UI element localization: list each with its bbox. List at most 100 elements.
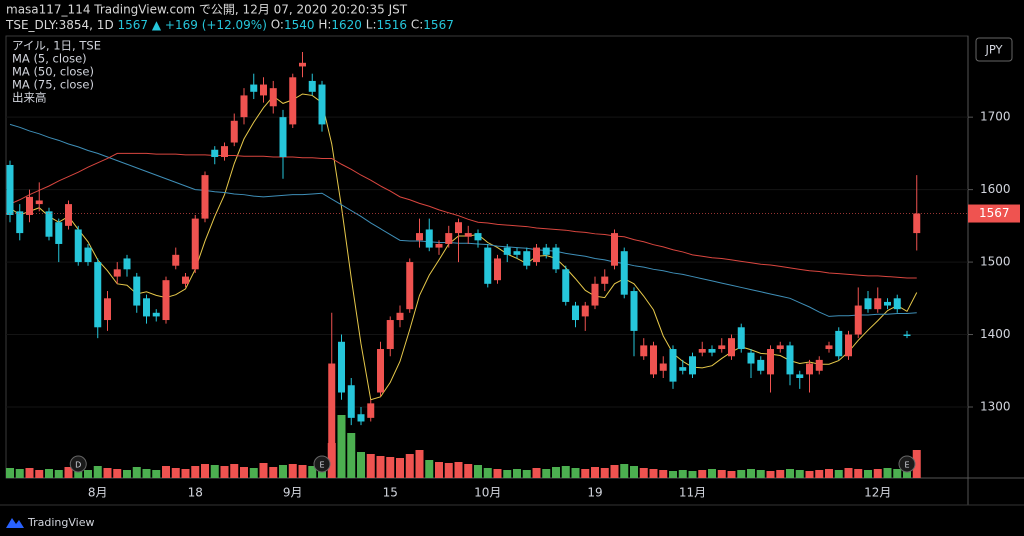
- legend-title: アイル, 1日, TSE: [12, 39, 101, 53]
- legend-entry: MA (5, close): [12, 52, 87, 66]
- volume-bar: [805, 471, 814, 478]
- legend-entry: MA (50, close): [12, 65, 94, 79]
- x-tick-label: 8月: [88, 486, 108, 500]
- y-tick-label: 1400: [980, 327, 1011, 341]
- volume-bar: [201, 464, 209, 478]
- header-line: masa117_114 TradingView.com で公開, 12月 07,…: [6, 3, 408, 17]
- volume-bar: [347, 433, 356, 478]
- volume-bar: [552, 467, 560, 478]
- candle-body: [903, 334, 911, 336]
- volume-bar: [357, 452, 365, 478]
- volume-bar: [6, 468, 14, 478]
- volume-bar: [142, 469, 151, 478]
- volume-bar: [376, 456, 385, 478]
- x-tick-label: 11月: [679, 486, 706, 500]
- candle-body: [269, 88, 277, 107]
- volume-bar: [210, 465, 219, 478]
- candle-body: [591, 283, 599, 306]
- candle-body: [659, 363, 667, 371]
- volume-bar: [288, 464, 297, 478]
- x-tick-label: 12月: [864, 486, 891, 500]
- x-tick-label: 18: [188, 486, 203, 500]
- candle-body: [601, 276, 609, 284]
- candle-body: [386, 320, 394, 350]
- volume-bar: [230, 464, 239, 478]
- volume-bar: [15, 469, 24, 478]
- volume-bar: [669, 471, 677, 478]
- candle-body: [143, 298, 150, 317]
- volume-bar: [493, 469, 502, 478]
- candle-body: [630, 291, 638, 331]
- candle-body: [562, 269, 570, 302]
- volume-bar: [269, 467, 278, 478]
- candle-body: [913, 213, 921, 234]
- candle-body: [640, 345, 648, 357]
- volume-bar: [191, 466, 200, 478]
- candle-body: [893, 298, 901, 310]
- event-marker: [898, 455, 916, 473]
- candle-body: [318, 84, 326, 125]
- candle-body: [611, 233, 618, 266]
- volume-bar: [893, 469, 902, 478]
- open-value: 1540: [284, 18, 315, 32]
- candle-body: [737, 327, 745, 350]
- volume-bar: [152, 470, 161, 478]
- volume-bar: [162, 466, 170, 478]
- currency-box[interactable]: [975, 37, 1013, 62]
- volume-bar: [610, 465, 619, 478]
- candle-body: [708, 349, 716, 353]
- volume-bar: [795, 470, 804, 478]
- candle-body: [494, 258, 501, 281]
- close-value: 1567: [423, 18, 454, 32]
- volume-bar: [727, 471, 736, 478]
- volume-bar: [396, 458, 404, 478]
- x-tick-label: 19: [587, 486, 602, 500]
- candle-body: [854, 305, 862, 335]
- event-marker: [313, 455, 331, 473]
- volume-bar: [386, 457, 395, 478]
- volume-bar: [93, 466, 102, 478]
- candle-body: [172, 254, 180, 266]
- candle-body: [620, 251, 628, 295]
- volume-bar: [591, 467, 599, 478]
- volume-bar: [474, 465, 482, 478]
- volume-bar: [454, 462, 463, 478]
- candle-body: [679, 367, 687, 371]
- candle-body: [221, 146, 228, 158]
- volume-bar: [620, 464, 629, 478]
- candle-body: [474, 233, 482, 241]
- candle-body: [182, 276, 189, 284]
- candle-body: [572, 305, 579, 321]
- volume-bar: [522, 470, 531, 478]
- candle-body: [211, 149, 219, 158]
- candle-body: [191, 218, 199, 270]
- low-value: 1516: [377, 18, 408, 32]
- brand: TradingView: [6, 516, 94, 529]
- candle-body: [308, 80, 316, 92]
- volume-bar: [776, 470, 785, 478]
- volume-bar: [756, 470, 765, 478]
- candle-body: [123, 258, 131, 270]
- event-label: E: [904, 461, 909, 470]
- price-tag: [968, 204, 1020, 223]
- y-tick-label: 1700: [980, 110, 1011, 124]
- change-value: +169 (+12.09%): [165, 18, 267, 32]
- candle-body: [367, 403, 375, 418]
- candle-body: [299, 62, 306, 67]
- volume-bar: [259, 463, 268, 478]
- candle-body: [542, 247, 550, 255]
- volume-bar: [405, 454, 414, 478]
- candle-body: [533, 247, 540, 263]
- x-tick-label: 9月: [283, 486, 303, 500]
- volume-bar: [113, 469, 122, 478]
- ma-line: [9, 123, 917, 317]
- volume-bar: [103, 468, 112, 478]
- candle-body: [250, 84, 258, 92]
- currency[interactable]: JPY: [984, 43, 1003, 57]
- event-marker: [69, 455, 87, 473]
- volume-bar: [435, 462, 443, 478]
- candle-body: [94, 262, 102, 328]
- volume-bar: [786, 469, 794, 478]
- candle-body: [6, 164, 14, 215]
